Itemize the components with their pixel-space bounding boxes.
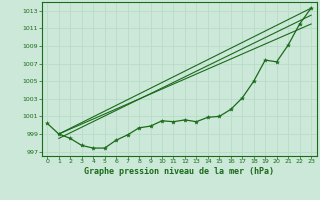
X-axis label: Graphe pression niveau de la mer (hPa): Graphe pression niveau de la mer (hPa): [84, 167, 274, 176]
